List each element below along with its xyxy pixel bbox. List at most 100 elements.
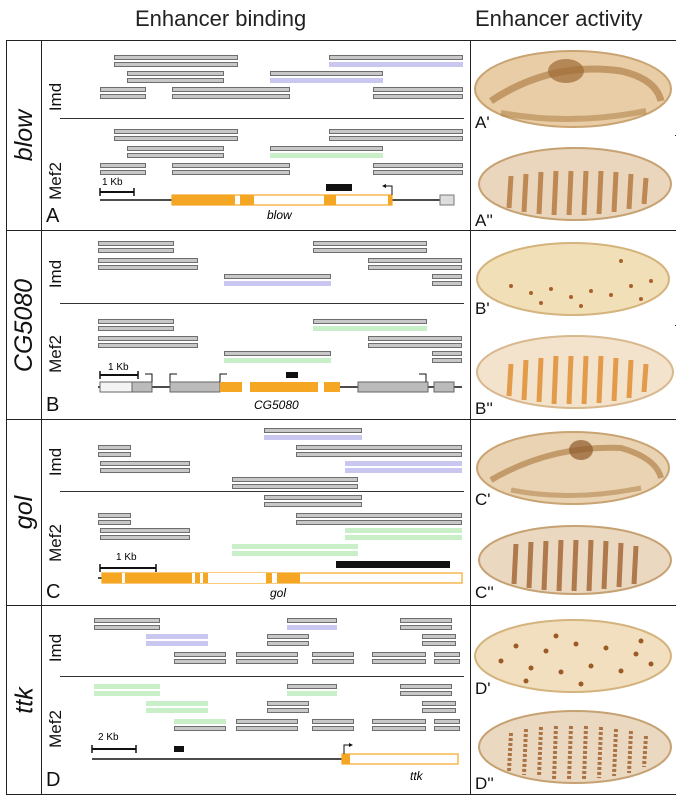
binding-region — [98, 520, 131, 525]
scale-bar-label: 1 Kb — [116, 552, 137, 563]
binding-region-green — [94, 684, 160, 689]
binding-region — [100, 170, 146, 175]
binding-region — [422, 641, 456, 646]
binding-area: Imd Mef2 — [41, 231, 470, 419]
binding-region — [224, 274, 331, 279]
binding-region-purple — [264, 435, 362, 440]
binding-region — [296, 445, 462, 450]
embryo-image — [471, 420, 676, 514]
binding-region — [98, 265, 198, 270]
binding-region — [98, 326, 174, 331]
binding-region — [224, 351, 331, 356]
binding-region — [312, 726, 354, 731]
binding-region-green — [146, 701, 208, 706]
track-separator — [60, 303, 464, 304]
binding-region-green — [287, 691, 337, 696]
gene-label: ttk — [410, 769, 423, 783]
binding-region — [373, 170, 463, 175]
panel-label: B — [46, 394, 60, 416]
binding-region — [270, 71, 383, 76]
embryo-image — [471, 701, 676, 794]
enhancer-activity-images: B' B'' — [470, 231, 676, 419]
track-separator — [60, 491, 464, 492]
binding-region — [296, 513, 462, 518]
track-separator — [60, 118, 464, 119]
binding-region — [98, 336, 198, 341]
embryo-image — [471, 606, 676, 701]
binding-region — [232, 477, 358, 482]
binding-region — [127, 153, 224, 158]
binding-region — [98, 248, 174, 253]
panel-label: C — [46, 581, 61, 603]
binding-region — [98, 513, 131, 518]
binding-region — [373, 163, 463, 168]
image-label: A'' — [475, 211, 493, 230]
binding-region — [98, 445, 131, 450]
binding-region — [329, 55, 463, 60]
binding-region — [100, 461, 190, 466]
panel-d: ttk Imd Mef2 — [6, 605, 676, 795]
binding-region — [114, 55, 238, 60]
binding-region — [368, 258, 462, 263]
binding-region — [172, 163, 290, 168]
binding-region — [267, 708, 309, 713]
binding-region — [174, 652, 226, 657]
binding-region — [236, 726, 298, 731]
binding-region — [94, 625, 160, 630]
binding-region — [422, 634, 456, 639]
binding-region — [114, 136, 238, 141]
binding-region — [172, 170, 290, 175]
binding-region — [432, 351, 462, 356]
gene-label: gol — [270, 586, 287, 600]
track-label-imd: Imd — [46, 259, 65, 288]
embryo-image — [471, 231, 676, 325]
gene-name-label: CG5080 — [10, 278, 39, 372]
binding-region-purple — [270, 78, 383, 83]
scale-bar-label: 2 Kb — [98, 732, 119, 743]
binding-region — [98, 452, 131, 457]
binding-region — [312, 719, 354, 724]
enhancer-activity-images: C' C'' — [470, 420, 676, 605]
binding-region — [100, 528, 190, 533]
binding-region — [434, 719, 460, 724]
embryo-image — [471, 326, 676, 419]
binding-region — [100, 535, 190, 540]
binding-area: Imd Mef2 — [41, 606, 470, 794]
enhancer-activity-images: D' D'' — [470, 606, 676, 794]
scale-bar-label: 1 Kb — [108, 362, 129, 373]
binding-region — [372, 719, 426, 724]
binding-region — [236, 659, 298, 664]
binding-region-purple — [146, 634, 208, 639]
track-separator — [60, 676, 464, 677]
panel-b: CG5080 Imd Mef2 — [6, 230, 676, 420]
binding-region-green — [345, 528, 462, 533]
binding-region-purple — [329, 62, 463, 67]
binding-region-green — [313, 326, 427, 331]
binding-region-purple — [287, 625, 337, 630]
binding-area: Imd Mef2 — [41, 420, 470, 605]
binding-region-green — [232, 551, 358, 556]
gene-label: CG5080 — [254, 398, 299, 412]
binding-region — [400, 618, 452, 623]
track-label-imd: Imd — [46, 633, 65, 663]
binding-region-purple — [345, 461, 462, 466]
binding-region-green — [174, 719, 226, 724]
binding-region — [368, 336, 462, 341]
binding-region — [172, 87, 290, 92]
binding-region — [313, 319, 427, 324]
embryo-image — [471, 41, 676, 135]
binding-region-green — [232, 544, 358, 549]
binding-region-green — [94, 691, 160, 696]
binding-region — [100, 468, 190, 473]
binding-region — [373, 87, 463, 92]
binding-region — [329, 129, 463, 134]
gene-model — [98, 371, 462, 393]
binding-region — [287, 618, 337, 623]
binding-region — [174, 726, 226, 731]
image-label: D' — [475, 679, 491, 698]
binding-region — [98, 343, 198, 348]
track-label-imd: Imd — [46, 447, 65, 477]
binding-region — [432, 274, 462, 279]
binding-region — [264, 502, 362, 507]
binding-region — [270, 146, 383, 151]
